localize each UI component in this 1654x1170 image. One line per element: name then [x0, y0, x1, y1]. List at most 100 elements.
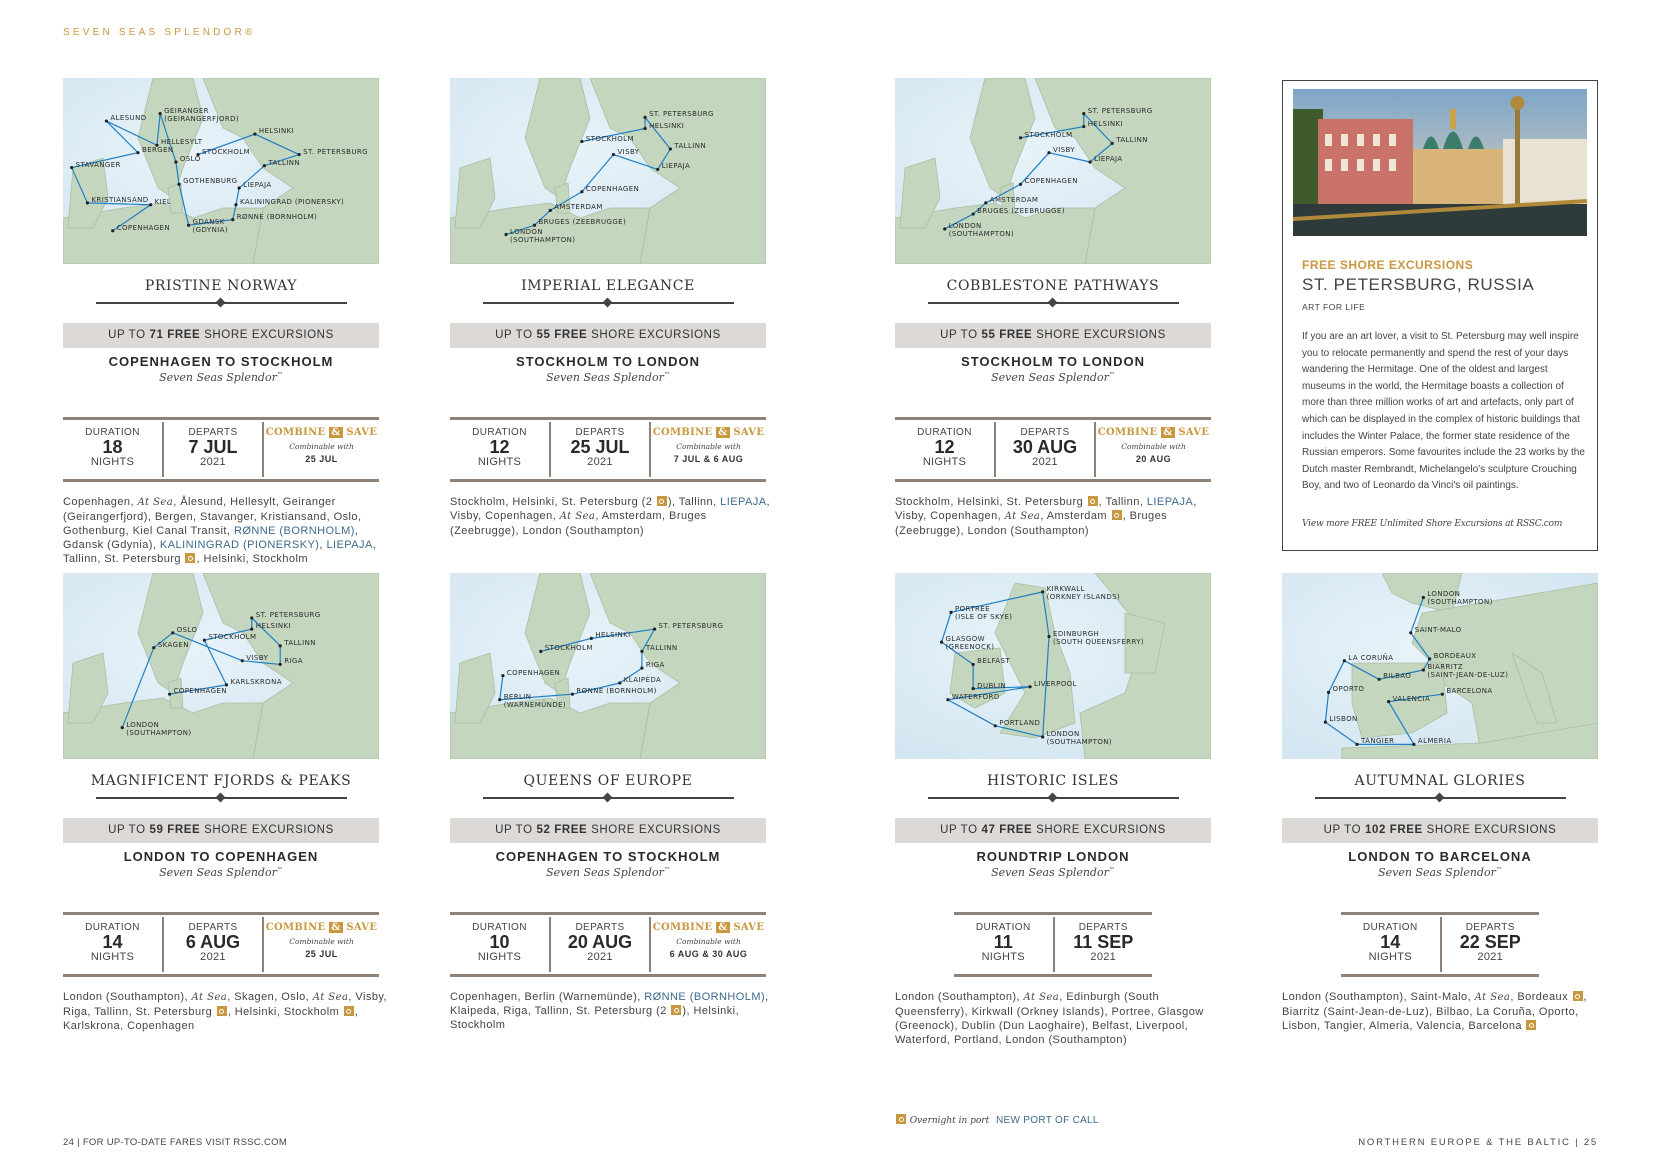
map-port-label: STOCKHOLM — [208, 633, 257, 642]
port-marker — [104, 119, 108, 123]
legend-new-port: NEW PORT OF CALL — [996, 1115, 1099, 1126]
overnight-icon — [896, 1114, 906, 1124]
combine-save-logo: COMBINE & SAVE — [265, 427, 378, 438]
land-mass — [167, 182, 184, 214]
duration-label: DURATION — [917, 427, 972, 438]
departs-cell: DEPARTS 11 SEP 2021 — [1052, 917, 1153, 972]
new-port-text: LIEPAJA — [1146, 496, 1194, 508]
port-marker — [1082, 112, 1086, 116]
combinable-with-label: Combinable with — [1121, 442, 1186, 451]
port-marker — [1047, 634, 1051, 639]
route-map: KIRKWALL (ORKNEY ISLANDS) PORTREE (ISLE O… — [895, 573, 1211, 759]
port-text: , Skagen, Oslo, — [227, 991, 313, 1003]
port-marker — [1041, 735, 1045, 739]
map-port-label: HELSINKI — [258, 127, 295, 136]
map-port-label: GLASGOW (GREENOCK) — [945, 635, 995, 652]
port-marker — [589, 636, 593, 640]
map-port-label: SKAGEN — [157, 640, 189, 649]
port-text: London (Southampton), — [895, 991, 1024, 1003]
map-port-label: RIGA — [645, 661, 665, 670]
port-marker — [136, 151, 140, 155]
overnight-icon — [656, 496, 667, 506]
map-port-label: OPORTO — [1332, 685, 1365, 694]
bar-prefix: UP TO — [495, 329, 533, 341]
feature-kicker: FREE SHORE EXCURSIONS — [1302, 258, 1474, 272]
route-map: ST. PETERSBURG HELSINKI STOCKHOLM TALLINN RI… — [450, 573, 766, 759]
port-marker — [237, 186, 241, 190]
port-marker — [548, 208, 552, 212]
port-text: London (Southampton), — [63, 991, 192, 1003]
trademark: ™ — [1495, 866, 1502, 874]
cruise-route-line — [944, 113, 1113, 230]
departs-cell: DEPARTS 7 JUL 2021 — [162, 422, 262, 477]
port-marker — [262, 164, 266, 168]
port-marker — [240, 659, 244, 663]
port-marker — [640, 649, 644, 653]
excursions-bar: UP TO 102 FREE SHORE EXCURSIONS — [1282, 818, 1598, 843]
map-port-label: ST. PETERSBURG — [1087, 106, 1153, 115]
cruise-route-line — [1324, 597, 1443, 745]
nights-label: NIGHTS — [90, 456, 135, 468]
overnight-icon — [671, 1005, 682, 1015]
map-port-label: GDANSK (GDYNIA) — [192, 218, 229, 235]
feature-link[interactable]: View more FREE Unlimited Shore Excursion… — [1302, 519, 1563, 529]
port-text: Stockholm, Helsinki, St. Petersburg (2 — [450, 496, 656, 508]
bar-suffix: SHORE EXCURSIONS — [204, 824, 334, 836]
port-text: At Sea — [559, 511, 596, 522]
port-text: , Biarritz (Saint-Jean-de-Luz), Bilbao, … — [1282, 991, 1588, 1032]
nights-label: NIGHTS — [477, 951, 522, 963]
map-port-label: VALENCIA — [1392, 694, 1431, 703]
ship-name: Seven Seas Splendor™ — [895, 371, 1211, 384]
map-port-label: HELSINKI — [649, 121, 685, 130]
port-marker — [971, 687, 975, 691]
voyage-title: QUEENS OF EUROPE — [523, 773, 693, 789]
ship-label: Seven Seas Splendor — [159, 866, 277, 879]
map-port-label: TALLINN — [268, 158, 301, 167]
map-port-label: BARCELONA — [1446, 687, 1493, 696]
port-marker — [971, 212, 975, 216]
nights-label: NIGHTS — [981, 951, 1025, 963]
map-port-label: ALESUND — [110, 114, 147, 123]
excursion-count: 59 — [149, 824, 164, 836]
departs-date: 22 SEP — [1459, 932, 1521, 952]
land-mass — [1381, 573, 1463, 614]
feature-body: If you are an art lover, a visit to St. … — [1302, 331, 1585, 492]
map-port-label: TALLINN — [645, 644, 678, 653]
map-port-label: ALMERIA — [1417, 737, 1452, 746]
port-marker — [1323, 720, 1327, 724]
voyage-route: STOCKHOLM TO LONDON — [961, 354, 1145, 369]
ship-name: Seven Seas Splendor™ — [1282, 866, 1598, 879]
port-marker — [570, 692, 574, 696]
departs-year: 2021 — [1090, 951, 1117, 963]
land-mass — [524, 573, 591, 694]
excursions-bar: UP TO 59 FREE SHORE EXCURSIONS — [63, 818, 379, 843]
feature-subtitle: ART FOR LIFE — [1302, 302, 1366, 312]
voyage-route: COPENHAGEN TO STOCKHOLM — [108, 354, 334, 369]
map-port-label: WATERFORD — [951, 692, 1000, 701]
bar-prefix: UP TO — [940, 329, 978, 341]
departs-label: DEPARTS — [1078, 922, 1128, 933]
combine-save-cell: COMBINE & SAVE Combinable with 25 JUL — [262, 422, 379, 477]
voyage-stats: DURATION 10 NIGHTS DEPARTS 20 AUG 2021 C… — [450, 912, 766, 977]
departs-year: 2021 — [200, 951, 226, 963]
port-text: At Sea — [1004, 511, 1041, 522]
port-text: , Visby, Copenhagen, — [895, 496, 1197, 522]
ports-of-call: London (Southampton), At Sea, Edinburgh … — [895, 990, 1220, 1047]
diamond-ornament — [602, 792, 613, 803]
land-mass — [1341, 722, 1598, 759]
departs-label: DEPARTS — [575, 427, 625, 438]
ship-label: Seven Seas Splendor — [546, 866, 664, 879]
port-marker — [85, 201, 90, 205]
map-port-label: KRISTIANSAND — [91, 195, 149, 204]
bar-free: FREE — [1389, 824, 1423, 836]
title-divider — [928, 792, 1179, 803]
port-marker — [580, 190, 584, 194]
port-text: At Sea — [191, 992, 228, 1003]
new-port-text: LIEPAJA — [720, 496, 767, 508]
departs-label: DEPARTS — [1020, 427, 1070, 438]
trademark: ™ — [1108, 371, 1115, 379]
port-marker — [231, 218, 235, 222]
port-marker — [224, 683, 229, 687]
map-port-label: ST. PETERSBURG — [658, 622, 724, 631]
map-port-label: LA CORUÑA — [1348, 653, 1394, 662]
